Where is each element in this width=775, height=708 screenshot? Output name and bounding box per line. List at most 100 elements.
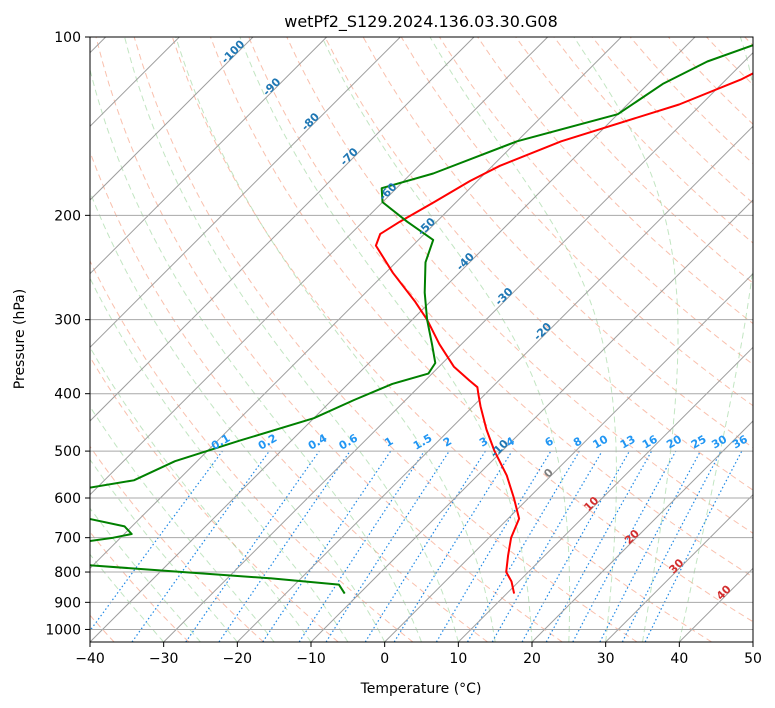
isotherm-label: -100 — [219, 37, 248, 66]
isotherm-grid — [90, 37, 753, 642]
isotherm-label: -40 — [454, 250, 477, 273]
moist-adiabat — [124, 37, 459, 642]
mixing-ratio-label: 16 — [640, 432, 660, 451]
mixing-ratio-line — [364, 450, 486, 642]
dry-adiabat — [133, 37, 638, 642]
mixing-ratio-label: 1.5 — [411, 432, 434, 453]
mixing-ratio-line — [572, 450, 677, 642]
isotherm-label: -30 — [492, 285, 515, 308]
moist-adiabat — [90, 190, 386, 642]
adiabat-lines — [90, 37, 753, 642]
moist-adiabat — [90, 458, 238, 642]
mixing-ratio-label: 0.4 — [306, 431, 330, 452]
y-axis-ticks: 100 200 300 400 500 600 700 800 900 1000 — [45, 30, 90, 638]
moist-adiabat-lines — [90, 37, 753, 642]
temperature-profile — [374, 72, 753, 594]
mixing-ratio-line — [218, 450, 351, 642]
moist-adiabat — [90, 553, 165, 642]
chart-title: wetPf2_S129.2024.136.03.30.G08 — [284, 12, 558, 32]
moist-adiabat — [90, 67, 422, 642]
dry-adiabat — [95, 37, 563, 642]
isotherm-label: -20 — [531, 320, 554, 343]
y-tick-label: 900 — [54, 595, 81, 611]
y-axis-title: Pressure (hPa) — [12, 289, 28, 389]
y-tick-label: 700 — [54, 531, 81, 547]
isotherm — [90, 37, 328, 275]
dry-adiabat — [515, 37, 753, 284]
dry-adiabat — [171, 37, 712, 642]
mixing-ratio-label: 10 — [591, 432, 611, 451]
isotherm — [384, 272, 753, 642]
x-tick-label: −40 — [75, 651, 105, 667]
mixing-ratio-label: 20 — [664, 432, 684, 451]
dry-adiabat — [706, 37, 753, 86]
mixing-ratio-line — [90, 450, 223, 632]
isotherm-label: 30 — [666, 556, 686, 576]
dry-adiabat — [324, 37, 753, 491]
dry-adiabat — [744, 37, 753, 47]
mixing-ratio-label: 25 — [689, 433, 709, 452]
x-tick-label: 30 — [597, 651, 615, 667]
x-tick-label: 20 — [523, 651, 541, 667]
x-axis-ticks: −40 −30 −20 −10 0 10 20 30 40 50 — [75, 642, 762, 667]
isotherm — [90, 37, 475, 422]
mixing-ratio-label: 1 — [382, 435, 395, 450]
mixing-ratio-line — [131, 450, 270, 642]
moist-adiabat — [678, 37, 753, 642]
isotherm-label: 20 — [622, 527, 642, 547]
mixing-ratio-line — [435, 450, 552, 642]
mixing-ratio-line — [325, 450, 450, 642]
isotherm — [90, 37, 696, 642]
dry-adiabat — [90, 445, 264, 642]
isotherm-label: -70 — [338, 145, 361, 168]
moist-adiabat — [239, 37, 533, 642]
isotherm — [90, 37, 622, 570]
dry-adiabat — [591, 37, 753, 204]
y-tick-label: 800 — [54, 565, 81, 581]
moist-adiabat — [90, 405, 275, 642]
moist-adiabat — [90, 346, 312, 642]
mixing-ratio-line — [298, 450, 425, 642]
isotherm — [236, 125, 753, 642]
mixing-ratio-label: 8 — [571, 435, 584, 450]
dry-adiabat — [248, 37, 753, 578]
mixing-ratio-line — [545, 450, 653, 642]
mixing-ratio-line — [262, 450, 392, 642]
x-tick-label: 10 — [449, 651, 467, 667]
x-tick-label: 0 — [380, 651, 389, 667]
y-tick-label: 1000 — [45, 622, 81, 638]
isotherm — [457, 346, 753, 642]
dry-adiabat — [553, 37, 753, 244]
x-tick-label: −10 — [296, 651, 326, 667]
mixing-ratio-line — [466, 450, 580, 642]
mixing-ratio-line — [644, 450, 743, 642]
mixing-ratio-label: 13 — [618, 433, 638, 452]
dry-adiabat — [210, 37, 753, 623]
y-tick-label: 500 — [54, 444, 81, 460]
isotherm-label: 10 — [581, 494, 601, 514]
isotherm — [90, 37, 401, 349]
mixing-ratio-label: 36 — [730, 432, 750, 451]
isobar-grid — [90, 37, 753, 630]
y-tick-label: 100 — [54, 30, 81, 46]
x-tick-label: −20 — [223, 651, 253, 667]
dry-adiabat — [668, 37, 753, 125]
moist-adiabat — [429, 37, 617, 642]
mixing-ratio-label: 30 — [709, 432, 729, 451]
mixing-ratio-line — [393, 450, 513, 642]
moist-adiabat — [90, 507, 201, 642]
y-tick-label: 200 — [54, 208, 81, 224]
y-tick-label: 300 — [54, 313, 81, 329]
isotherm — [678, 567, 753, 642]
mixing-ratio-lines — [90, 450, 743, 642]
y-tick-label: 600 — [54, 491, 81, 507]
mixing-ratio-line — [185, 450, 320, 642]
dry-adiabat — [90, 531, 190, 642]
isotherm — [163, 51, 753, 642]
isotherm — [531, 420, 753, 642]
moist-adiabat — [175, 37, 496, 642]
moist-adiabat — [573, 37, 679, 642]
moist-adiabat — [90, 277, 349, 642]
isotherm — [310, 199, 753, 642]
